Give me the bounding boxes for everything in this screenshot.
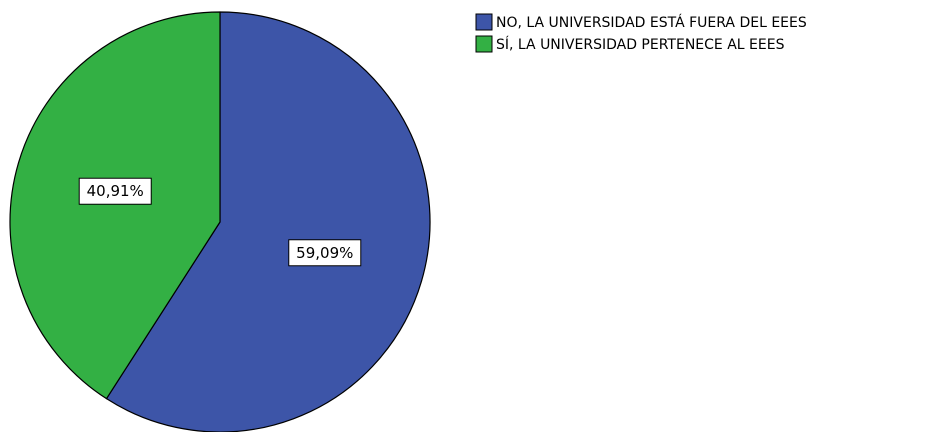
pie-data-label-text: 40,91%: [87, 182, 144, 200]
pie-data-label-text: 59,09%: [296, 244, 353, 262]
pie-data-label-box: [78, 177, 152, 205]
legend-item-2: SÍ, LA UNIVERSIDAD PERTENECE AL EEES: [475, 35, 785, 53]
pie-slice-2: [9, 11, 221, 400]
pie-slices: [9, 11, 431, 433]
legend: NO, LA UNIVERSIDAD ESTÁ FUERA DEL EEES SÍ…: [475, 13, 807, 53]
legend-label: SÍ, LA UNIVERSIDAD PERTENECE AL EEES: [496, 36, 785, 53]
pie-data-label-box: [288, 239, 362, 267]
pie-data-labels: 59,09% 40,91%: [78, 177, 362, 267]
legend-swatch: [475, 35, 493, 53]
legend-swatch: [475, 13, 493, 31]
pie-data-label-2: 40,91%: [78, 177, 152, 205]
legend-label: NO, LA UNIVERSIDAD ESTÁ FUERA DEL EEES: [496, 14, 807, 31]
pie-data-label-1: 59,09%: [288, 239, 362, 267]
legend-item-1: NO, LA UNIVERSIDAD ESTÁ FUERA DEL EEES: [475, 13, 807, 31]
